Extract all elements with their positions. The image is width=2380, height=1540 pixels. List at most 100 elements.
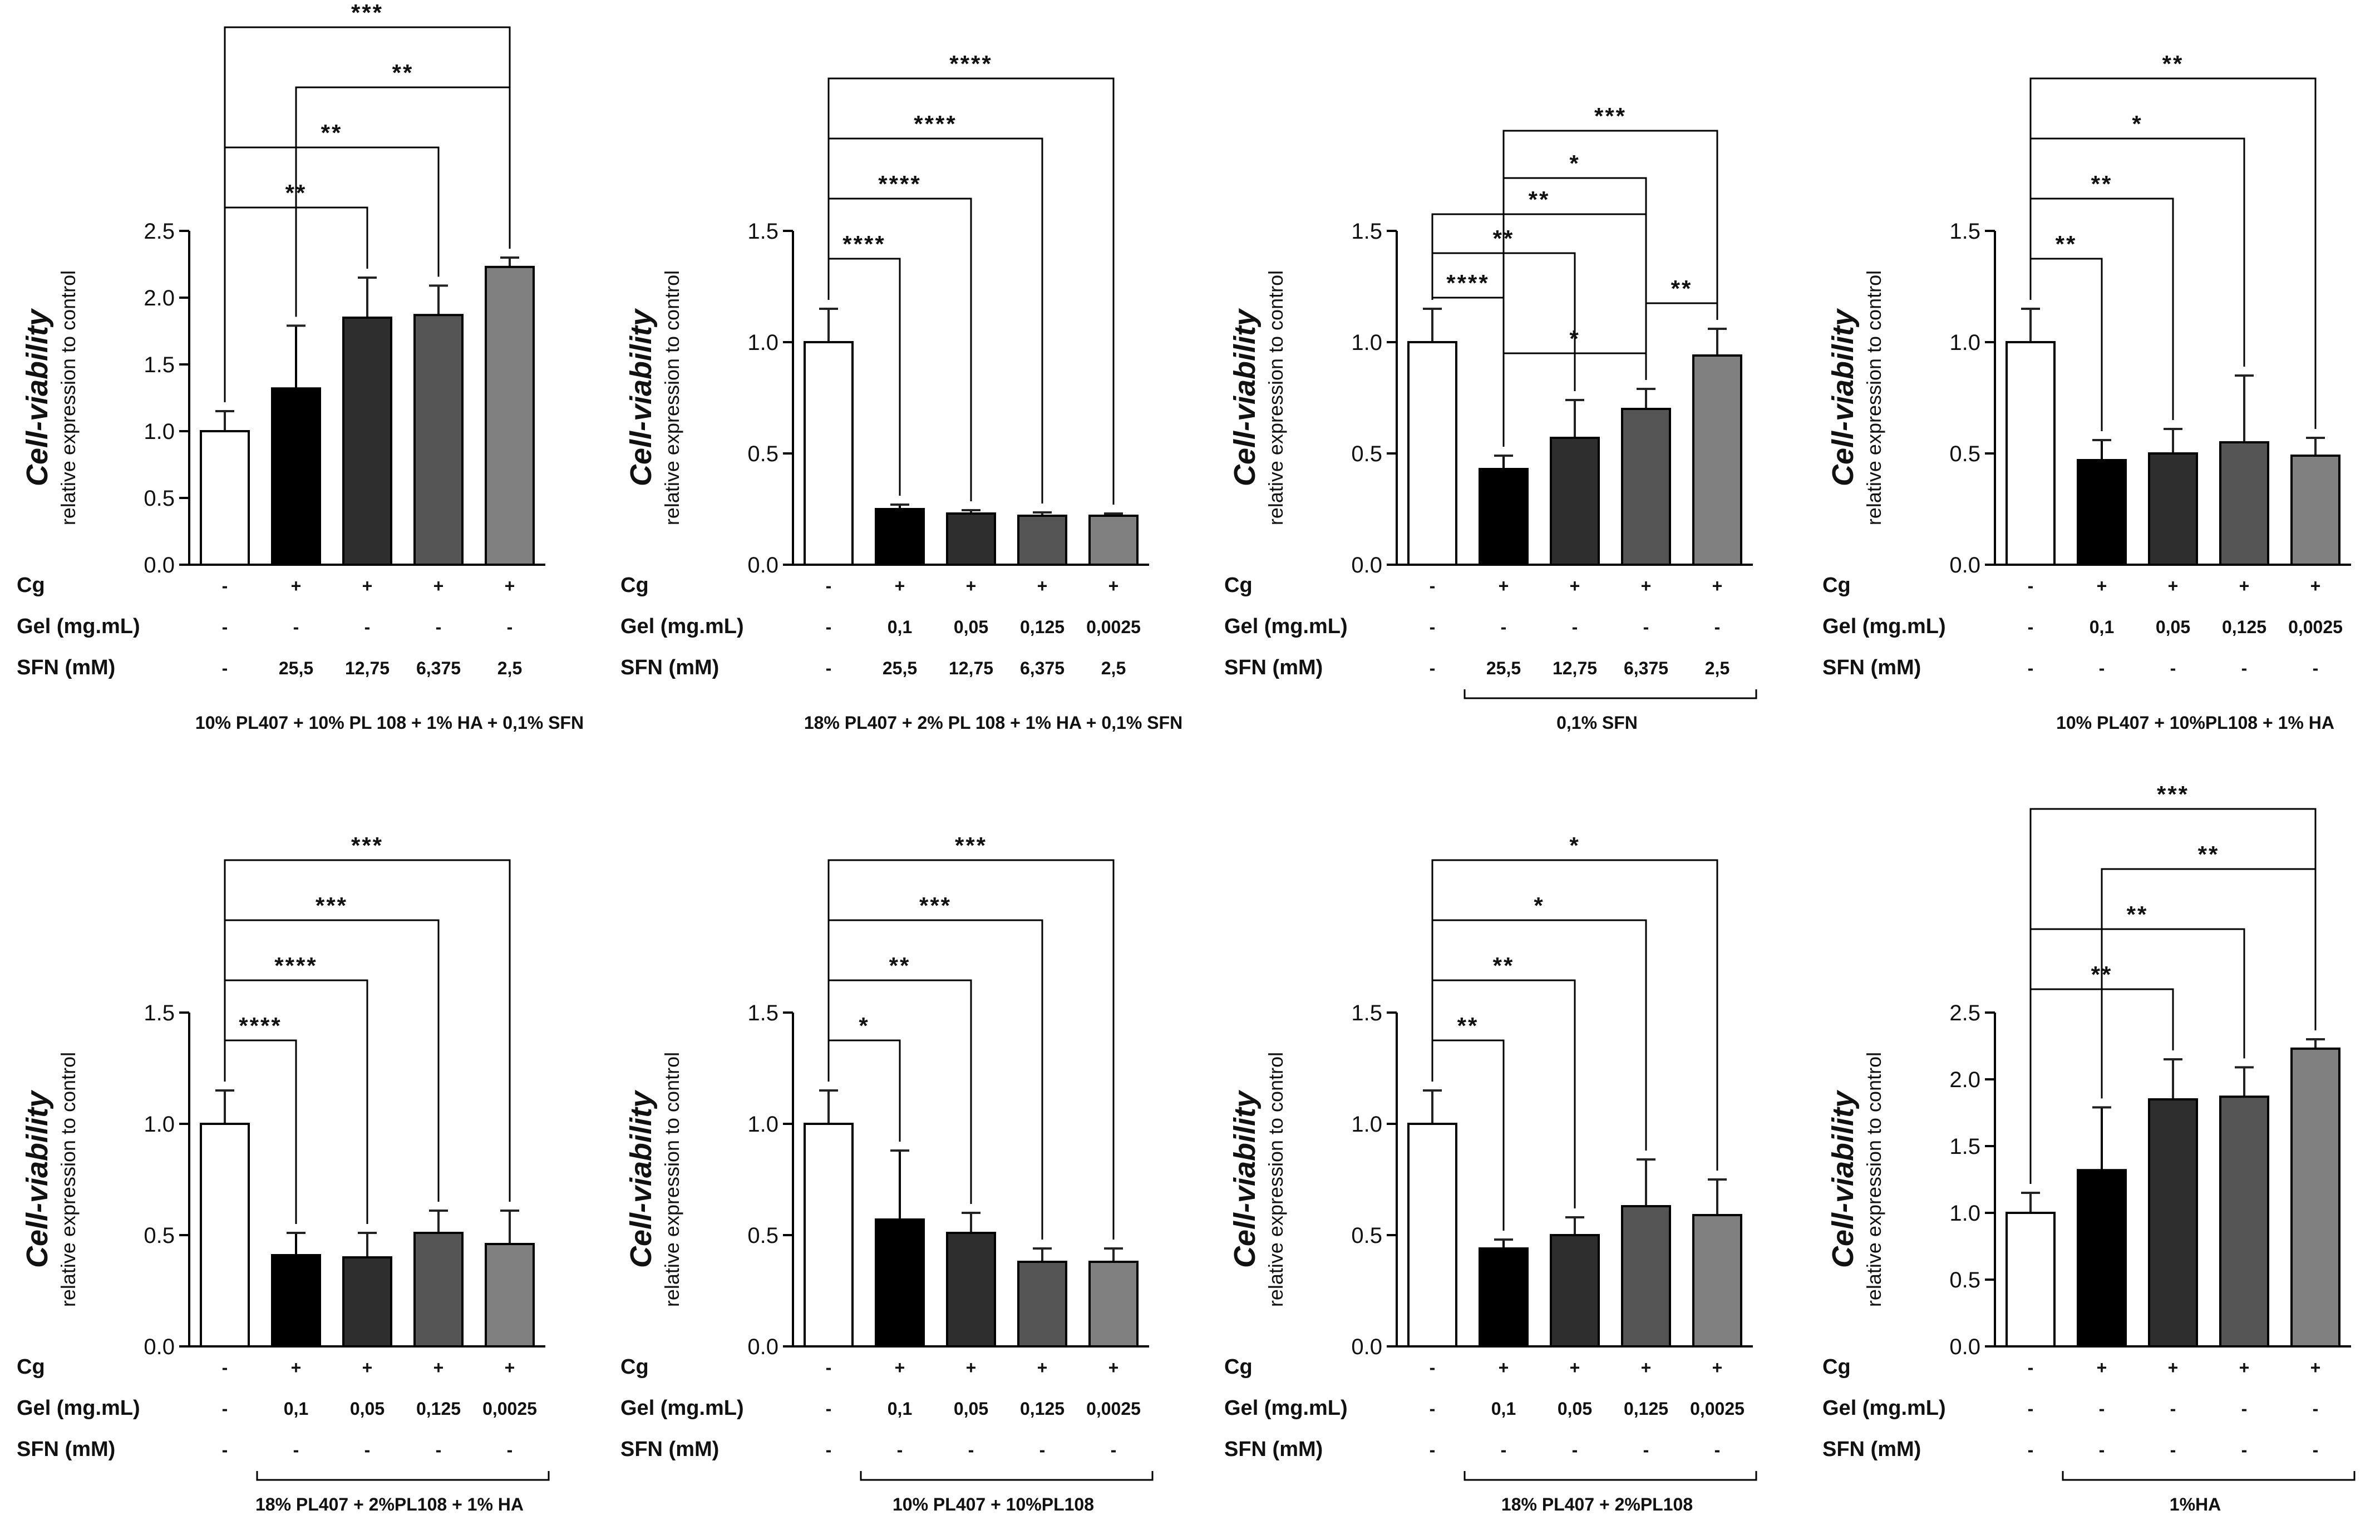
row-label-gel: Gel (mg.mL) — [620, 615, 744, 638]
table-cell: + — [895, 1358, 905, 1378]
y-tick-label: 0.5 — [1949, 442, 1980, 466]
bar-2 — [2077, 459, 2127, 566]
bar-3 — [1550, 437, 1600, 566]
bar-1 — [2005, 341, 2056, 566]
panel-caption: 10% PL407 + 10% PL 108 + 1% HA + 0,1% SF… — [195, 713, 584, 733]
panel-caption: 10% PL407 + 10%PL108 — [893, 1494, 1094, 1514]
table-cell: 0,05 — [954, 617, 988, 637]
significance-label: * — [859, 1013, 869, 1039]
row-label-sfn: SFN (mM) — [1224, 656, 1323, 679]
y-tick-label: 0.0 — [1351, 1335, 1382, 1359]
significance-bracket — [1502, 177, 1647, 447]
table-cell: - — [826, 576, 832, 596]
bar-1 — [200, 430, 250, 566]
table-cell: 0,05 — [954, 1399, 988, 1419]
table-cell: 2,5 — [1101, 658, 1126, 678]
significance-label: * — [1569, 150, 1580, 176]
table-cell: - — [1111, 1440, 1117, 1460]
table-cell: + — [1108, 1358, 1119, 1378]
table-cell: - — [897, 1440, 903, 1460]
significance-label: ** — [2056, 231, 2077, 257]
row-label-cg: Cg — [1224, 1355, 1253, 1379]
bar-4 — [2219, 441, 2269, 566]
table-cell: - — [2028, 1440, 2034, 1460]
significance-bracket — [224, 859, 511, 1202]
table-cell: 25,5 — [279, 658, 313, 678]
y-axis-subtitle: relative expression to control — [1862, 270, 1885, 525]
bar-1 — [200, 1123, 250, 1348]
y-tick-label: 1.5 — [1949, 219, 1980, 244]
row-label-gel: Gel (mg.mL) — [1224, 1396, 1348, 1420]
y-tick-label: 2.0 — [1949, 1068, 1980, 1092]
significance-bracket — [827, 859, 1115, 1240]
table-cell: - — [1572, 1440, 1578, 1460]
table-cell: - — [2170, 1399, 2176, 1419]
significance-label: *** — [351, 0, 383, 26]
y-tick-label: 1.5 — [747, 1001, 778, 1025]
y-tick-label: 1.0 — [1949, 1201, 1980, 1226]
significance-bracket — [224, 146, 440, 402]
bar-3 — [2148, 1098, 2198, 1348]
group-bracket — [1464, 1471, 1757, 1481]
y-tick-label: 1.5 — [1351, 1001, 1382, 1025]
row-label-gel: Gel (mg.mL) — [1224, 615, 1348, 638]
row-label-sfn: SFN (mM) — [620, 1438, 719, 1461]
bar-4 — [413, 314, 464, 566]
row-label-sfn: SFN (mM) — [1822, 656, 1921, 679]
table-cell: + — [2310, 1358, 2321, 1378]
table-cell: - — [1430, 1399, 1436, 1419]
bar-5 — [2290, 455, 2340, 566]
panel-caption: 18% PL407 + 2%PL108 — [1501, 1494, 1693, 1514]
table-cell: - — [1430, 617, 1436, 637]
significance-bracket — [2029, 77, 2317, 429]
bar-2 — [875, 508, 925, 566]
table-cell: 0,125 — [416, 1399, 461, 1419]
bar-3 — [342, 317, 392, 566]
row-label-cg: Cg — [620, 1355, 649, 1379]
table-cell: - — [2170, 658, 2176, 678]
table-cell: + — [2310, 576, 2321, 596]
table-cell: 0,05 — [2156, 617, 2190, 637]
bar-3 — [946, 1232, 996, 1348]
y-tick-label: 0.5 — [1949, 1268, 1980, 1292]
significance-label: **** — [914, 111, 957, 137]
y-tick-label: 2.5 — [144, 219, 175, 244]
table-cell: + — [291, 576, 302, 596]
table-cell: + — [1570, 576, 1580, 596]
table-cell: - — [2099, 1399, 2105, 1419]
significance-label: **** — [239, 1013, 282, 1039]
significance-label: ** — [2091, 171, 2113, 197]
y-tick-label: 0.0 — [1351, 553, 1382, 578]
chart-panel-5: 0.0 0.5 1.0 1.5 Cell-viability relative expre… — [17, 832, 550, 1514]
table-cell: - — [222, 1358, 228, 1378]
table-cell: + — [1037, 1358, 1048, 1378]
panel-caption: 1%HA — [2170, 1494, 2221, 1514]
table-cell: - — [1572, 617, 1578, 637]
table-cell: 0,0025 — [2288, 617, 2343, 637]
table-cell: - — [222, 1399, 228, 1419]
table-cell: - — [2028, 576, 2034, 596]
table-cell: + — [2097, 576, 2107, 596]
table-cell: 0,125 — [2222, 617, 2266, 637]
row-label-gel: Gel (mg.mL) — [17, 615, 140, 638]
bar-2 — [2077, 1169, 2127, 1348]
significance-label: * — [1534, 892, 1544, 919]
bar-2 — [875, 1218, 925, 1348]
table-cell: 0,0025 — [1086, 617, 1141, 637]
table-cell: + — [1570, 1358, 1580, 1378]
table-cell: - — [2241, 658, 2248, 678]
table-cell: - — [1501, 617, 1507, 637]
table-cell: - — [436, 1440, 442, 1460]
table-cell: + — [1108, 576, 1119, 596]
significance-bracket — [2029, 808, 2317, 1184]
table-cell: + — [1499, 576, 1509, 596]
table-cell: - — [364, 1440, 371, 1460]
row-label-sfn: SFN (mM) — [17, 1438, 115, 1461]
panel-caption: 18% PL407 + 2% PL 108 + 1% HA + 0,1% SFN — [804, 713, 1182, 733]
table-cell: - — [826, 617, 832, 637]
table-cell: 0,125 — [1624, 1399, 1668, 1419]
table-cell: 25,5 — [883, 658, 917, 678]
significance-label: **** — [274, 952, 317, 979]
table-cell: - — [1643, 617, 1649, 637]
